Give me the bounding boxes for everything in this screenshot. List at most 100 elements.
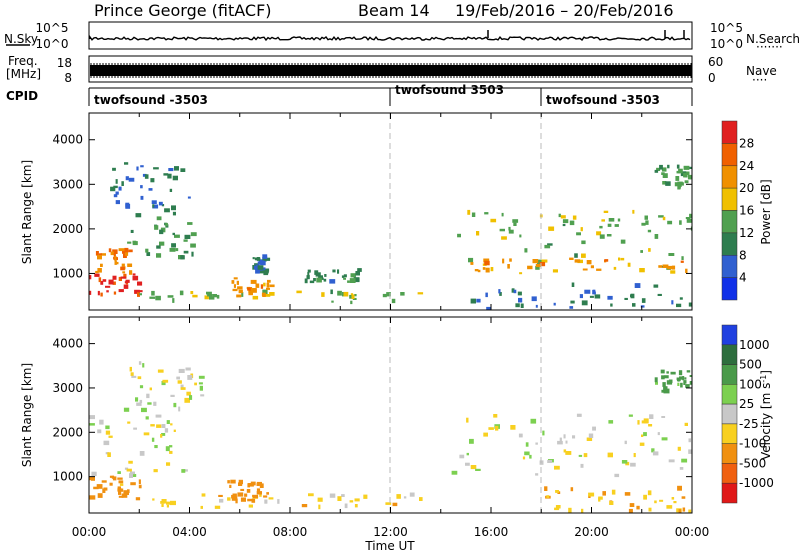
cpid-segment-1: twofsound -3503 [94, 93, 208, 107]
heatmap-cell [341, 494, 345, 497]
heatmap-cell [656, 167, 661, 171]
heatmap-cell [570, 300, 575, 304]
heatmap-cell [385, 502, 392, 505]
ytick-label: 2000 [52, 222, 83, 236]
heatmap-cell [683, 172, 688, 178]
heatmap-cell [121, 493, 128, 498]
heatmap-cell [103, 487, 108, 491]
heatmap-cell [108, 248, 112, 253]
heatmap-cell [123, 284, 129, 289]
heatmap-cell [309, 280, 315, 284]
heatmap-cell [91, 471, 97, 477]
heatmap-cell [685, 268, 688, 273]
heatmap-cell [98, 253, 102, 257]
noise-sky-line [89, 34, 691, 42]
heatmap-cell [159, 229, 164, 235]
heatmap-cell [643, 432, 647, 437]
heatmap-cell [466, 417, 469, 423]
power-ylabel: Slant Range [km] [20, 160, 34, 264]
colorbar-swatch [721, 384, 738, 405]
heatmap-cell [190, 232, 197, 237]
heatmap-cell [470, 262, 474, 265]
heatmap-cell [509, 258, 512, 262]
heatmap-cell [555, 490, 559, 493]
heatmap-cell [97, 268, 102, 273]
heatmap-cell [125, 203, 131, 209]
heatmap-cell [256, 483, 260, 486]
heatmap-cell [106, 290, 109, 293]
heatmap-cell [654, 377, 658, 383]
heatmap-cell [118, 186, 122, 191]
heatmap-cell [344, 503, 348, 509]
colorbar-swatch [721, 482, 738, 504]
heatmap-cell [329, 279, 336, 284]
heatmap-cell [306, 275, 310, 280]
heatmap-cell [165, 446, 170, 452]
freq-left-tick-bottom: 8 [64, 71, 72, 85]
heatmap-cell [689, 166, 692, 169]
heatmap-cell [662, 173, 668, 178]
ytick-label: 4000 [52, 337, 83, 351]
heatmap-cell [153, 469, 158, 473]
heatmap-cell [115, 191, 119, 195]
station-title: Prince George (fitACF) [94, 1, 272, 20]
heatmap-cell [129, 366, 132, 372]
heatmap-cell [354, 294, 357, 297]
heatmap-cell [170, 423, 173, 426]
heatmap-cell [682, 376, 685, 381]
heatmap-cell [524, 451, 530, 456]
freq-label-line2: [MHz] [6, 67, 41, 81]
heatmap-cell [576, 413, 582, 417]
heatmap-cell [164, 208, 170, 213]
heatmap-cell [641, 298, 646, 303]
heatmap-cell [684, 180, 689, 184]
heatmap-cell [351, 294, 355, 299]
heatmap-cell [654, 169, 659, 173]
heatmap-cell [122, 249, 128, 254]
heatmap-cell [161, 424, 166, 428]
heatmap-cell [614, 224, 619, 227]
heatmap-cell [512, 288, 515, 292]
heatmap-cell [263, 256, 268, 259]
heatmap-cell [169, 450, 173, 454]
heatmap-cell [102, 488, 106, 493]
heatmap-cell [231, 496, 238, 501]
heatmap-cell [580, 463, 584, 468]
heatmap-cell [673, 501, 677, 504]
heatmap-cell [632, 209, 635, 214]
heatmap-cell [187, 222, 193, 225]
heatmap-cell [140, 185, 143, 189]
colorbar-tick: 25 [739, 397, 754, 411]
heatmap-cell [127, 421, 131, 424]
heatmap-cell [520, 303, 524, 308]
heatmap-cell [539, 460, 544, 465]
heatmap-cell [109, 475, 112, 478]
heatmap-cell [624, 492, 631, 496]
heatmap-cell [112, 249, 118, 254]
heatmap-cell [624, 297, 628, 300]
heatmap-cell [120, 266, 125, 271]
heatmap-cell [108, 279, 114, 285]
heatmap-cell [105, 425, 110, 430]
power-xticks [88, 113, 693, 310]
cpid-panel: CPID twofsound -3503 twofsound 3503 twof… [6, 83, 693, 107]
heatmap-cell [128, 177, 135, 182]
heatmap-cell [596, 268, 602, 271]
heatmap-cell [156, 253, 162, 258]
heatmap-cell [639, 442, 645, 446]
heatmap-cell [582, 268, 588, 271]
heatmap-cell [113, 291, 117, 295]
heatmap-cell [659, 164, 663, 170]
heatmap-cell [519, 272, 523, 275]
heatmap-cell [260, 260, 266, 266]
heatmap-cell [329, 493, 336, 498]
heatmap-cell [134, 289, 140, 294]
heatmap-cell [191, 251, 194, 257]
heatmap-cell [97, 493, 103, 498]
heatmap-cell [475, 468, 481, 471]
heatmap-cell [150, 178, 155, 183]
heatmap-cell [578, 454, 583, 457]
heatmap-cell [643, 494, 647, 500]
heatmap-cell [676, 164, 680, 169]
heatmap-cell [95, 251, 99, 256]
